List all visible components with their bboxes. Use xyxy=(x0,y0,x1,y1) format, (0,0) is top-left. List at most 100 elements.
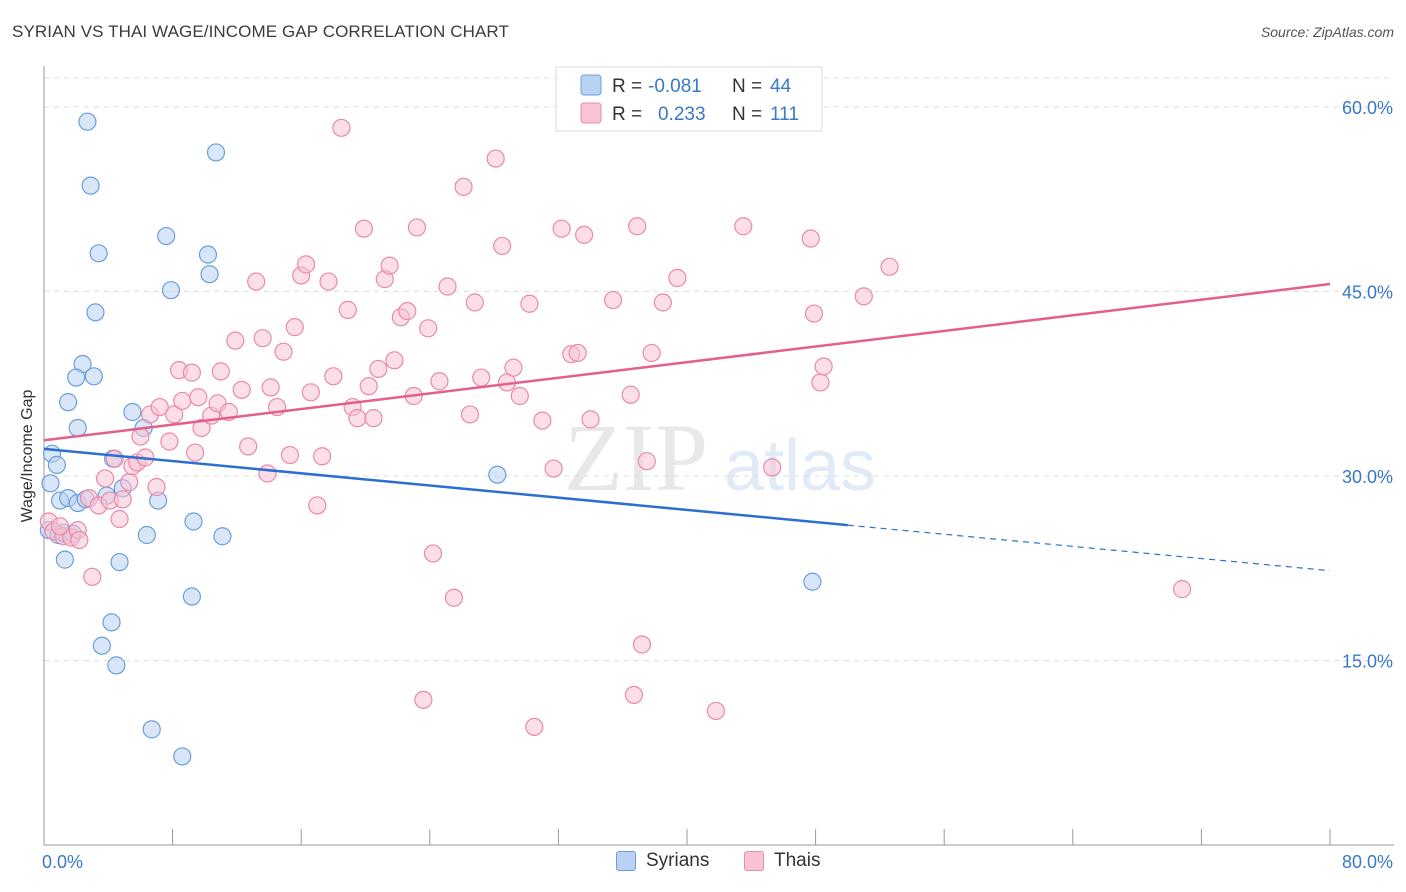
point-thais xyxy=(280,445,300,465)
point-syrians xyxy=(488,465,507,484)
point-thais xyxy=(247,272,266,291)
point-syrians xyxy=(59,393,78,412)
point-thais xyxy=(150,397,169,417)
stats-swatch-thais xyxy=(580,102,602,124)
point-thais xyxy=(232,380,251,399)
point-thais xyxy=(354,219,373,238)
point-syrians xyxy=(67,368,86,387)
point-syrians xyxy=(68,418,87,438)
source-note: Source: ZipAtlas.com xyxy=(1260,24,1394,40)
legend-item-syrians: Syrians xyxy=(616,850,709,872)
point-syrians xyxy=(161,281,181,300)
point-thais xyxy=(239,437,258,456)
point-thais xyxy=(419,319,438,338)
point-thais xyxy=(1173,580,1192,599)
point-syrians xyxy=(107,656,126,675)
point-thais xyxy=(50,517,70,536)
point-syrians xyxy=(89,244,108,263)
point-thais xyxy=(486,149,505,168)
stats-r-label-syrians: R = xyxy=(612,76,642,97)
point-thais xyxy=(147,477,166,497)
legend: Syrians Thais xyxy=(0,850,1406,878)
point-thais xyxy=(624,685,644,705)
point-syrians xyxy=(110,552,129,572)
point-thais xyxy=(253,329,272,348)
grid-layer xyxy=(44,77,1394,661)
point-thais xyxy=(493,236,512,256)
point-thais xyxy=(621,385,640,404)
point-syrians xyxy=(123,402,142,422)
point-thais xyxy=(173,391,192,411)
point-thais xyxy=(444,588,464,607)
x-tick-label-max: 80.0% xyxy=(1341,852,1393,872)
point-thais xyxy=(274,342,293,361)
x-tick-label-min: 0.0% xyxy=(42,852,84,872)
point-thais xyxy=(854,287,873,306)
point-thais xyxy=(510,386,529,406)
point-thais xyxy=(423,544,443,563)
point-thais xyxy=(668,268,687,287)
point-thais xyxy=(319,272,338,291)
point-thais xyxy=(880,257,899,276)
trendline-syrians-extension xyxy=(847,524,1331,572)
point-thais xyxy=(533,411,552,430)
stats-r-label-thais: R = xyxy=(612,104,642,125)
point-thais xyxy=(110,509,129,529)
point-thais xyxy=(814,357,833,376)
point-thais xyxy=(525,717,544,737)
point-thais xyxy=(734,217,753,236)
point-thais xyxy=(472,368,491,387)
point-thais xyxy=(804,304,824,323)
point-thais xyxy=(801,229,820,248)
point-thais xyxy=(301,383,320,402)
point-thais xyxy=(83,567,102,586)
point-syrians xyxy=(184,512,203,531)
point-thais xyxy=(332,118,351,137)
stats-n-label-thais: N = xyxy=(732,104,762,125)
point-syrians xyxy=(41,474,60,493)
points-layer xyxy=(39,112,1192,766)
point-thais xyxy=(105,449,124,468)
point-syrians xyxy=(55,550,74,569)
point-thais xyxy=(192,418,211,438)
point-thais xyxy=(385,351,404,370)
point-thais xyxy=(182,363,201,382)
point-syrians xyxy=(81,176,100,195)
point-thais xyxy=(460,405,480,424)
point-thais xyxy=(552,219,571,238)
point-thais xyxy=(324,367,343,386)
point-thais xyxy=(544,459,563,478)
trendline-thais xyxy=(43,282,1331,442)
point-thais xyxy=(438,277,457,296)
point-syrians xyxy=(182,587,201,606)
point-thais xyxy=(653,293,672,312)
point-thais xyxy=(811,373,830,392)
axes-layer xyxy=(43,66,1394,846)
point-thais xyxy=(312,447,332,466)
trend-layer xyxy=(43,282,1331,572)
point-syrians xyxy=(206,143,226,162)
point-thais xyxy=(575,225,594,244)
point-thais xyxy=(568,343,587,363)
point-thais xyxy=(95,469,115,488)
point-thais xyxy=(338,300,357,319)
point-thais xyxy=(763,458,782,477)
point-syrians xyxy=(47,455,66,474)
point-thais xyxy=(258,464,277,483)
watermark-atlas: atlas xyxy=(724,426,876,506)
point-thais xyxy=(70,530,89,550)
point-syrians xyxy=(142,720,161,739)
stats-swatch-syrians xyxy=(580,74,602,96)
y-tick-label: 30.0% xyxy=(1342,467,1393,487)
point-thais xyxy=(113,490,132,509)
legend-swatch-syrians xyxy=(616,851,636,871)
point-thais xyxy=(430,372,449,391)
point-thais xyxy=(160,432,179,451)
point-thais xyxy=(454,177,473,196)
point-thais xyxy=(308,496,327,515)
point-syrians xyxy=(92,636,111,655)
point-thais xyxy=(285,318,304,337)
y-tick-label: 45.0% xyxy=(1342,282,1393,302)
point-thais xyxy=(642,343,661,363)
